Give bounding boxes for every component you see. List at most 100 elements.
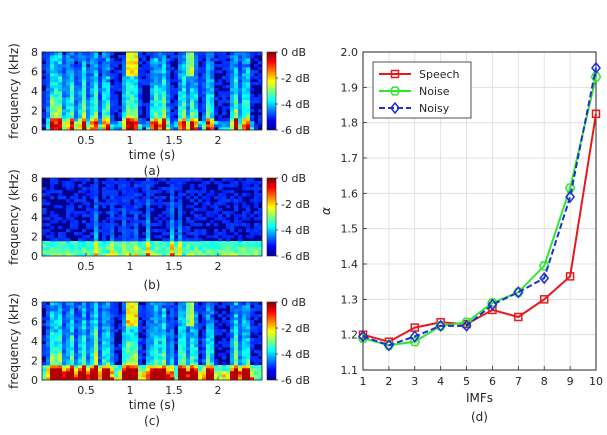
spectrogram-cell [206, 73, 211, 77]
spectrogram-cell [78, 368, 83, 372]
spectrogram-cell [150, 190, 155, 194]
spectrogram-cell [254, 350, 259, 354]
spectrogram-cell [70, 64, 75, 68]
spectrogram-cell [146, 184, 151, 188]
spectrogram-cell [218, 244, 223, 248]
spectrogram-cell [146, 244, 151, 248]
spectrogram-cell [122, 214, 127, 218]
spectrogram-cell [90, 73, 95, 77]
spectrogram-cell [178, 229, 183, 233]
spectrogram-cell [178, 220, 183, 224]
spectrogram-cell [170, 344, 175, 348]
spectrogram-cell [106, 247, 111, 251]
spectrogram-cell [86, 371, 91, 375]
spectrogram-cell [186, 82, 191, 86]
spectrogram-cell [82, 302, 87, 306]
spectrogram-cell [130, 335, 135, 339]
spectrogram-cell [246, 208, 251, 212]
spectrogram-cell [70, 100, 75, 104]
spectrogram-cell [46, 103, 51, 107]
spectrogram-cell [222, 106, 227, 110]
spectrogram-cell [194, 320, 199, 324]
spectrogram-cell [182, 374, 187, 378]
spectrogram-cell [42, 124, 47, 128]
spectrogram-cell [158, 359, 163, 363]
spectrogram-cell [130, 320, 135, 324]
spectrogram-cell [122, 115, 127, 119]
spectrogram-cell [150, 121, 155, 125]
spectrogram-cell [46, 305, 51, 309]
spectrogram-cell [82, 241, 87, 245]
spectrogram-cell [50, 241, 55, 245]
spectrogram-cell [214, 217, 219, 221]
spectrogram-cell [246, 85, 251, 89]
spectrogram-cell [146, 226, 151, 230]
spectrogram-cell [134, 241, 139, 245]
spectrogram-cell [238, 241, 243, 245]
spectrogram-cell [86, 247, 91, 251]
spectrogram-cell [86, 344, 91, 348]
spectrogram-cell [70, 211, 75, 215]
colorbar [266, 301, 277, 381]
spectrogram-cell [206, 356, 211, 360]
spectrogram-cell [50, 124, 55, 128]
spectrogram-cell [94, 127, 99, 131]
spectrogram-cell [146, 223, 151, 227]
spectrogram-cell [206, 118, 211, 122]
spectrogram-cell [170, 187, 175, 191]
spectrogram-cell [146, 314, 151, 318]
spectrogram-cell [202, 332, 207, 336]
spectrogram-cell [126, 184, 131, 188]
spectrogram-cell [110, 100, 115, 104]
spectrogram-cell [186, 320, 191, 324]
spectrogram-cell [238, 82, 243, 86]
spectrogram-cell [242, 347, 247, 351]
spectrogram-cell [62, 308, 67, 312]
spectrogram-cell [138, 118, 143, 122]
spectrogram-cell [82, 118, 87, 122]
y-tick-label: 1.7 [341, 152, 359, 165]
spectrogram-cell [50, 181, 55, 185]
spectrogram-cell [202, 184, 207, 188]
spectrogram-cell [114, 311, 119, 315]
spectrogram-cell [42, 368, 47, 372]
spectrogram-cell [94, 124, 99, 128]
spectrogram-cell [62, 64, 67, 68]
spectrogram-cell [46, 64, 51, 68]
spectrogram-cell [74, 73, 79, 77]
spectrogram-cell [122, 377, 127, 381]
spectrogram-cell [166, 115, 171, 119]
spectrogram-cell [118, 202, 123, 206]
spectrogram-cell [142, 250, 147, 254]
spectrogram-cell [98, 241, 103, 245]
spectrogram-cell [106, 226, 111, 230]
spectrogram-cell [134, 226, 139, 230]
spectrogram-cell [78, 88, 83, 92]
spectrogram-cell [102, 314, 107, 318]
spectrogram-cell [110, 94, 115, 98]
spectrogram-cell [90, 314, 95, 318]
spectrogram-cell [210, 109, 215, 113]
spectrogram-cell [254, 377, 259, 381]
spectrogram-y-tick-label: 4 [31, 85, 38, 98]
spectrogram-cell [238, 121, 243, 125]
spectrogram-cell [230, 118, 235, 122]
spectrogram-cell [66, 106, 71, 110]
spectrogram-cell [202, 82, 207, 86]
spectrogram-cell [126, 61, 131, 65]
spectrogram-cell [170, 314, 175, 318]
spectrogram-cell [258, 61, 263, 65]
spectrogram-cell [50, 329, 55, 333]
spectrogram-cell [138, 247, 143, 251]
spectrogram-cell [118, 82, 123, 86]
spectrogram-cell [214, 344, 219, 348]
spectrogram-cell [182, 253, 187, 257]
spectrogram-cell [106, 353, 111, 357]
spectrogram-cell [86, 335, 91, 339]
spectrogram-cell [238, 229, 243, 233]
spectrogram-cell [186, 112, 191, 116]
spectrogram-cell [146, 317, 151, 321]
spectrogram-cell [134, 338, 139, 342]
spectrogram-cell [46, 244, 51, 248]
spectrogram-cell [242, 52, 247, 56]
